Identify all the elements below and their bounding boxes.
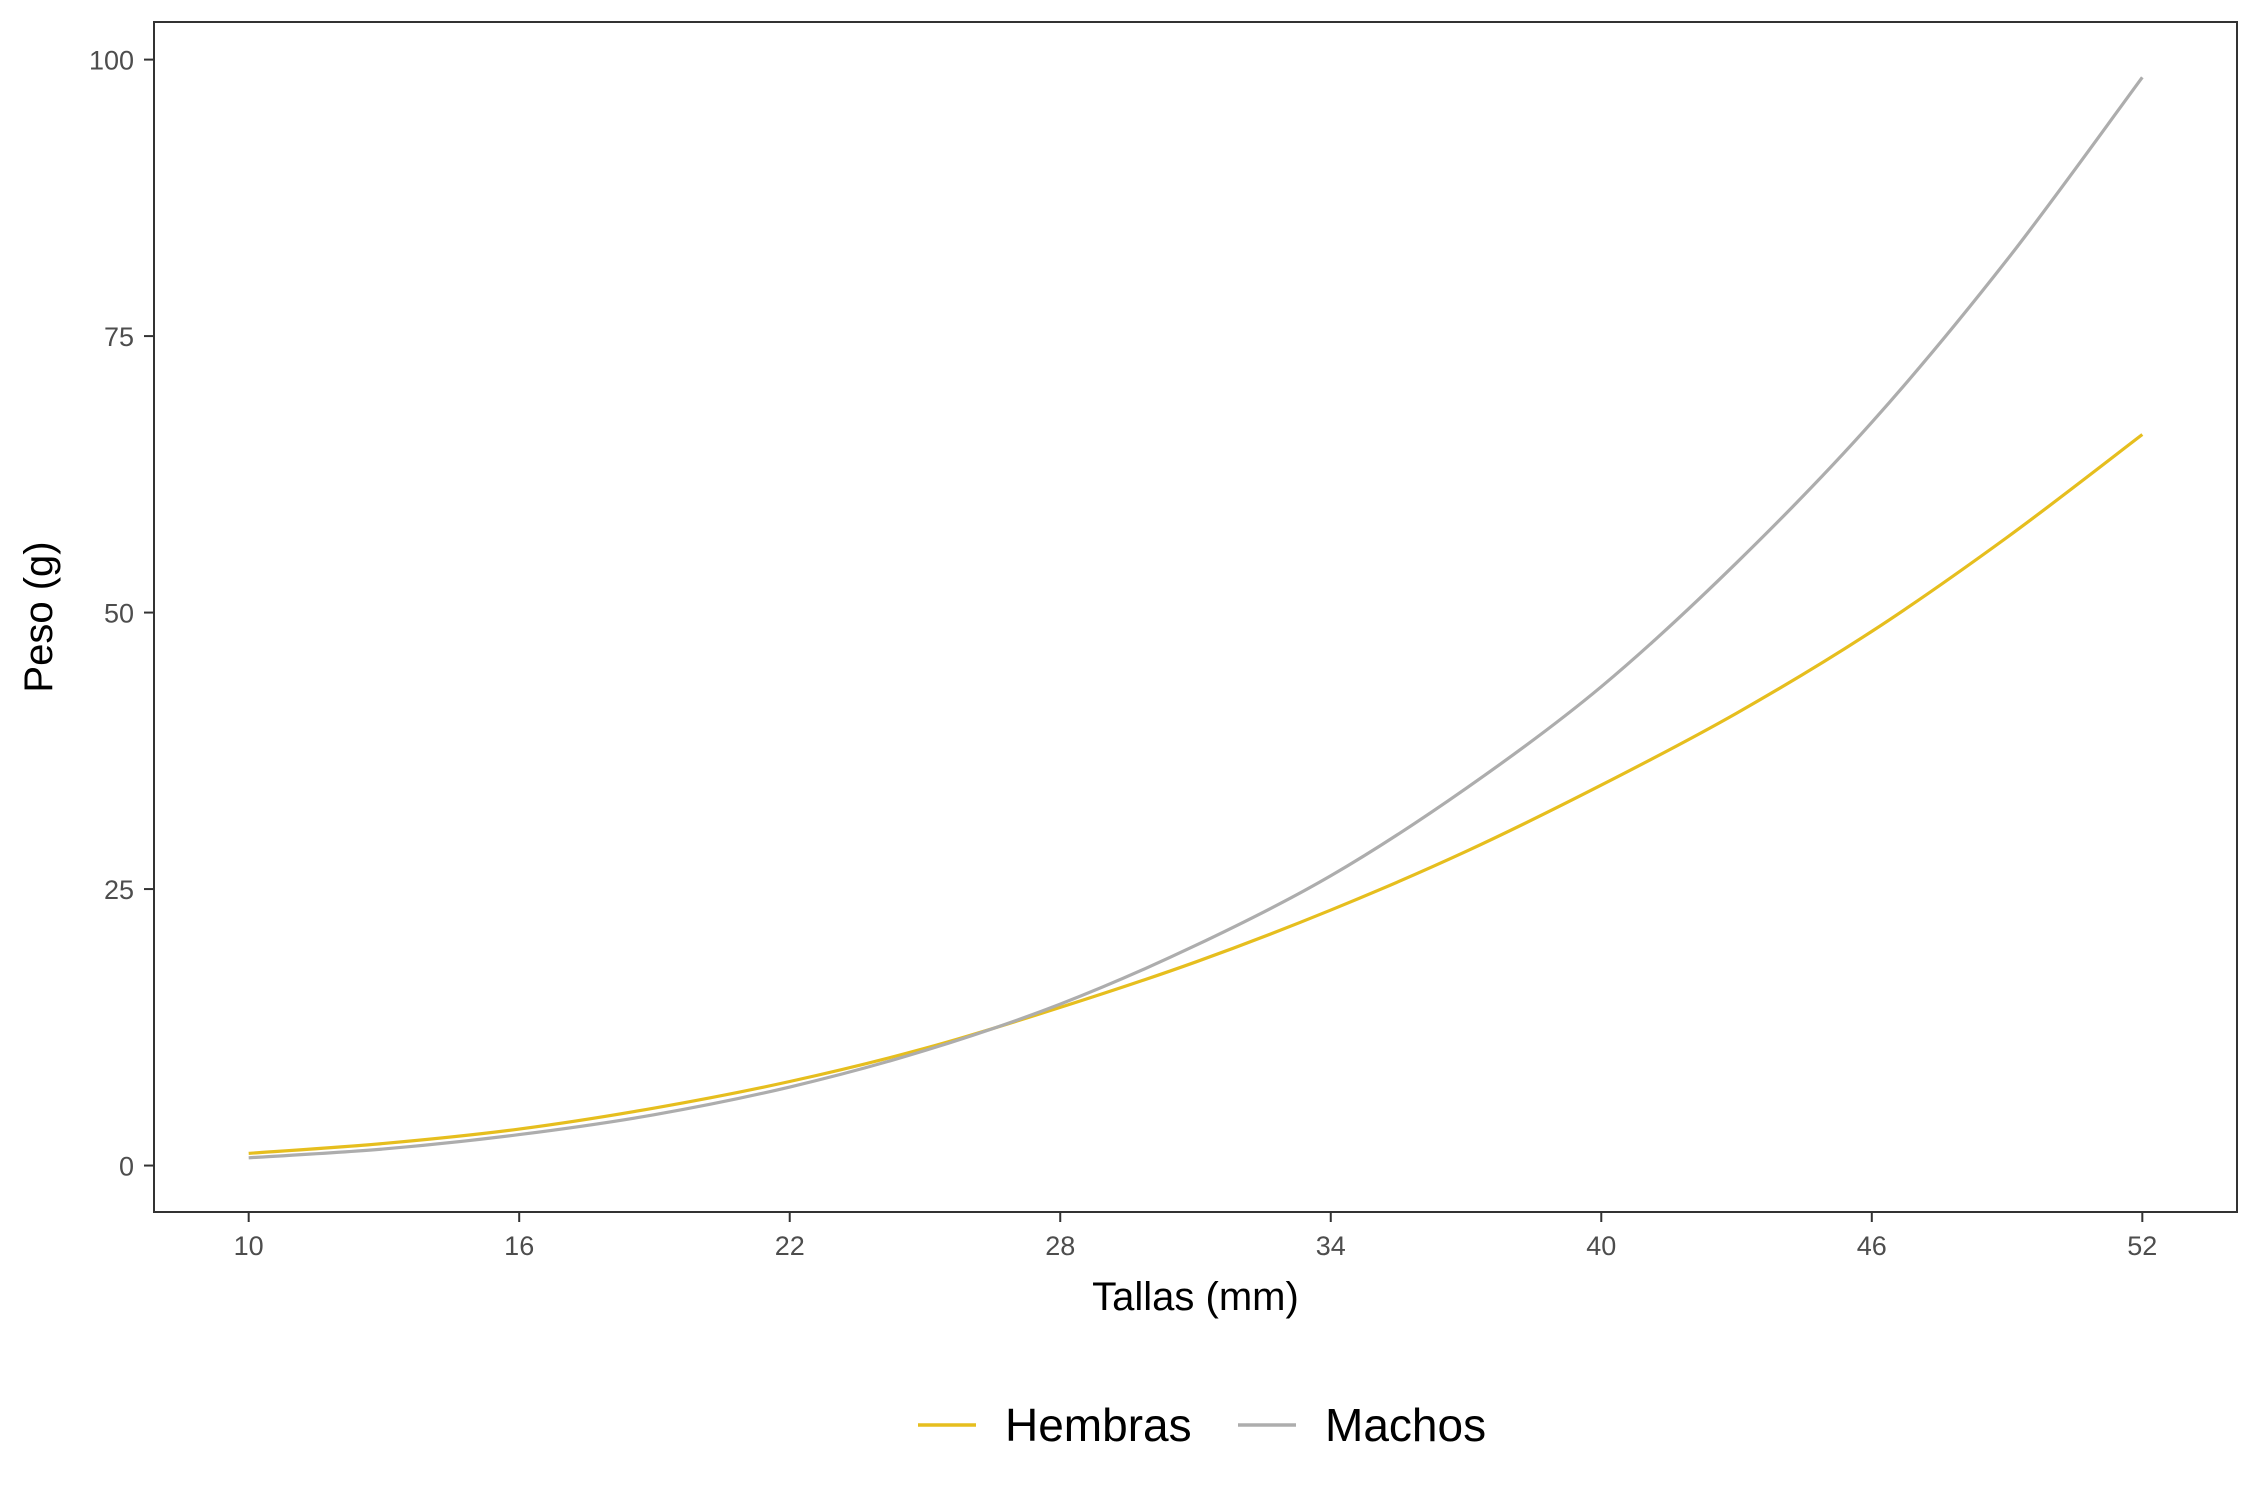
- y-tick-label: 0: [119, 1152, 134, 1182]
- y-axis: 0 25 50 75 100: [89, 46, 154, 1182]
- y-tick-label: 100: [89, 46, 134, 76]
- x-tick-label: 10: [234, 1231, 264, 1261]
- series-line-machos: [248, 76, 2144, 1160]
- series-layer: [248, 76, 2144, 1160]
- legend: Hembras Machos: [918, 1399, 1486, 1451]
- x-tick-label: 46: [1857, 1231, 1887, 1261]
- y-tick-label: 25: [104, 875, 134, 905]
- y-axis-title: Peso (g): [17, 541, 61, 692]
- series-line-hembras: [248, 433, 2144, 1155]
- x-axis: 10 16 22 28 34 40 46 52: [234, 1212, 2157, 1261]
- x-tick-label: 52: [2127, 1231, 2157, 1261]
- legend-label-machos: Machos: [1325, 1399, 1486, 1451]
- x-tick-label: 16: [504, 1231, 534, 1261]
- y-tick-label: 75: [104, 322, 134, 352]
- x-tick-label: 34: [1316, 1231, 1346, 1261]
- x-tick-label: 40: [1586, 1231, 1616, 1261]
- legend-label-hembras: Hembras: [1005, 1399, 1192, 1451]
- panel-border: [153, 21, 2238, 1213]
- x-axis-title: Tallas (mm): [1092, 1275, 1299, 1319]
- x-tick-label: 22: [775, 1231, 805, 1261]
- x-tick-label: 28: [1045, 1231, 1075, 1261]
- y-tick-label: 50: [104, 599, 134, 629]
